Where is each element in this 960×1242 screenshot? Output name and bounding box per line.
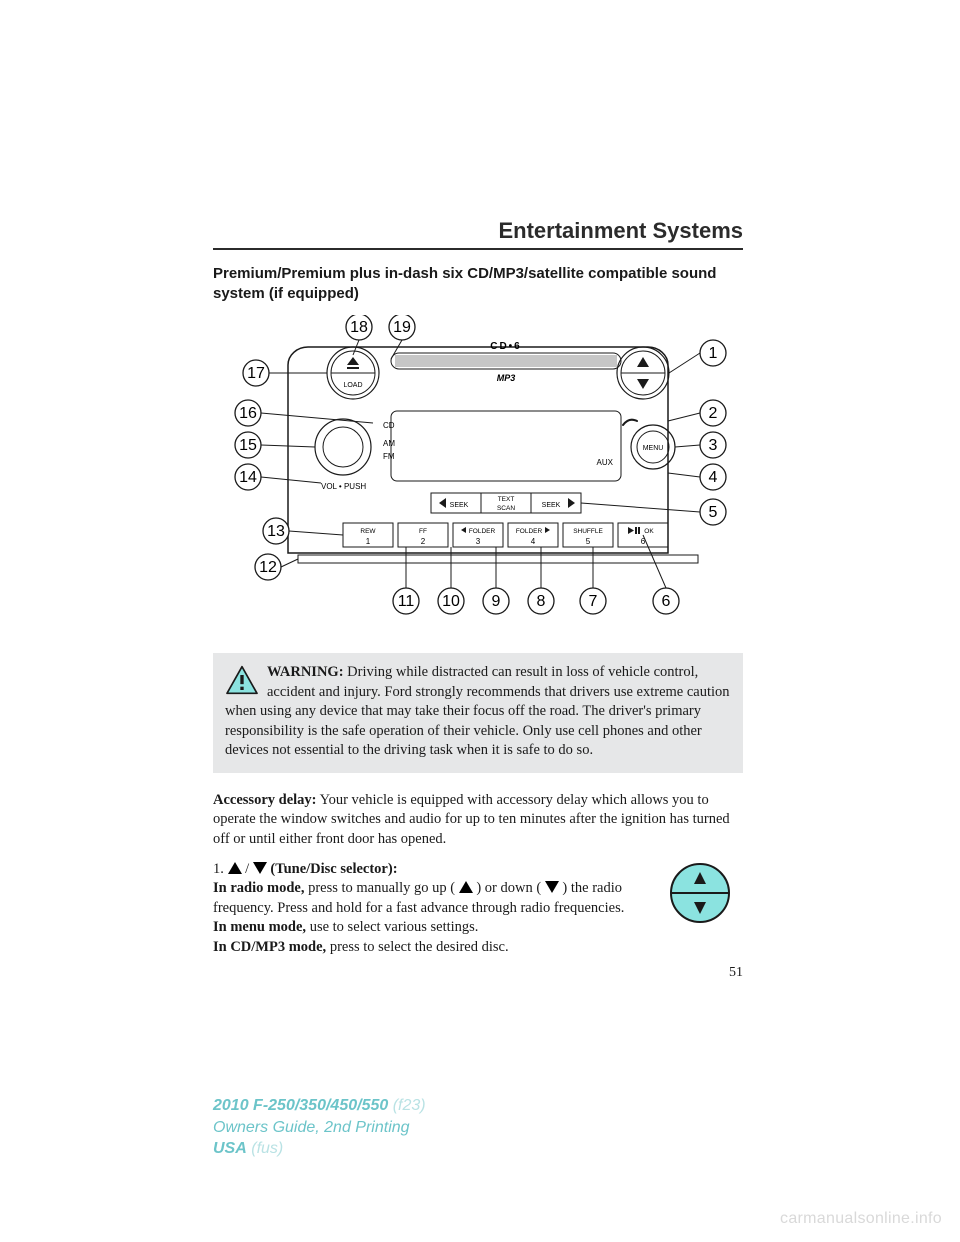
radio-diagram: CD•6 MP3 LOAD CD AM FM VOL • PUSH MENU AUX SEEK TE… (213, 315, 743, 635)
warning-box: WARNING: Driving while distracted can re… (213, 653, 743, 773)
warning-icon (225, 665, 259, 695)
svg-text:FOLDER: FOLDER (469, 528, 496, 535)
svg-text:16: 16 (239, 405, 257, 422)
menu-text: use to select various settings. (306, 919, 478, 935)
svg-text:AUX: AUX (597, 458, 614, 467)
svg-text:14: 14 (239, 469, 257, 486)
svg-text:MP3: MP3 (497, 373, 516, 383)
svg-text:FOLDER: FOLDER (516, 528, 543, 535)
svg-text:REW: REW (360, 528, 376, 535)
radio-diagram-svg: CD•6 MP3 LOAD CD AM FM VOL • PUSH MENU AUX SEEK TE… (213, 315, 743, 635)
svg-text:6: 6 (641, 537, 646, 546)
arrow-down-icon (545, 881, 559, 893)
warning-text: WARNING: Driving while distracted can re… (225, 664, 730, 758)
tune-selector-icon (669, 862, 731, 924)
svg-text:OK: OK (644, 528, 654, 535)
footer-code: (f23) (393, 1097, 426, 1114)
svg-text:SEEK: SEEK (542, 502, 561, 509)
footer-model: 2010 F-250/350/450/550 (213, 1097, 388, 1114)
svg-text:SHUFFLE: SHUFFLE (573, 528, 603, 535)
cd-mode-label: In CD/MP3 mode, (213, 939, 326, 955)
svg-text:FF: FF (419, 528, 427, 535)
svg-text:17: 17 (247, 365, 265, 382)
radio-mode-label: In radio mode, (213, 880, 304, 896)
radio-text-1: press to manually go up ( (304, 880, 455, 896)
item-1-lead: 1. (213, 861, 228, 877)
sep-slash: / (245, 861, 253, 877)
arrow-down-icon (253, 862, 267, 874)
item-1-text: 1. / (Tune/Disc selector): In radio mode… (213, 860, 641, 958)
svg-text:CD: CD (383, 421, 395, 430)
svg-text:FM: FM (383, 452, 395, 461)
svg-text:SEEK: SEEK (450, 502, 469, 509)
footer-region: USA (213, 1140, 247, 1157)
svg-text:13: 13 (267, 523, 285, 540)
svg-text:15: 15 (239, 437, 257, 454)
svg-text:10: 10 (442, 593, 460, 610)
svg-text:CD•6: CD•6 (490, 341, 522, 352)
page-number: 51 (213, 965, 743, 981)
arrow-up-icon (228, 862, 242, 874)
subheading: Premium/Premium plus in-dash six CD/MP3/… (213, 264, 743, 303)
footer: 2010 F-250/350/450/550 (f23) Owners Guid… (213, 1095, 426, 1160)
svg-text:8: 8 (537, 593, 546, 610)
svg-text:5: 5 (709, 504, 718, 521)
svg-text:4: 4 (531, 537, 536, 546)
svg-text:12: 12 (259, 559, 277, 576)
svg-text:4: 4 (709, 469, 718, 486)
arrow-up-icon (459, 881, 473, 893)
svg-text:3: 3 (476, 537, 481, 546)
svg-text:3: 3 (709, 437, 718, 454)
manual-page: Entertainment Systems Premium/Premium pl… (213, 218, 743, 981)
svg-text:19: 19 (393, 319, 411, 336)
svg-text:11: 11 (398, 593, 415, 610)
svg-text:6: 6 (662, 593, 671, 610)
svg-text:2: 2 (709, 405, 718, 422)
watermark: carmanualsonline.info (780, 1210, 942, 1228)
svg-text:SCAN: SCAN (497, 505, 515, 512)
svg-text:TEXT: TEXT (498, 496, 515, 503)
svg-text:18: 18 (350, 319, 368, 336)
svg-text:AM: AM (383, 439, 395, 448)
item-1-selector: (Tune/Disc selector): (270, 861, 397, 877)
accessory-label: Accessory delay: (213, 792, 316, 808)
warning-label: WARNING: (267, 664, 344, 680)
section-header: Entertainment Systems (213, 218, 743, 244)
cd-text: press to select the desired disc. (326, 939, 508, 955)
footer-guide: Owners Guide, 2nd Printing (213, 1119, 410, 1136)
accessory-delay-para: Accessory delay: Your vehicle is equippe… (213, 791, 743, 850)
svg-text:MENU: MENU (643, 445, 664, 452)
svg-text:VOL • PUSH: VOL • PUSH (321, 482, 366, 491)
svg-text:5: 5 (586, 537, 591, 546)
svg-text:1: 1 (709, 345, 718, 362)
svg-text:7: 7 (589, 593, 598, 610)
svg-text:2: 2 (421, 537, 426, 546)
footer-region-code: (fus) (251, 1140, 283, 1157)
radio-text-2: ) or down ( (476, 880, 541, 896)
svg-text:9: 9 (492, 593, 501, 610)
svg-text:LOAD: LOAD (343, 382, 362, 389)
item-1-row: 1. / (Tune/Disc selector): In radio mode… (213, 860, 743, 958)
svg-text:1: 1 (366, 537, 371, 546)
header-rule (213, 248, 743, 250)
menu-mode-label: In menu mode, (213, 919, 306, 935)
